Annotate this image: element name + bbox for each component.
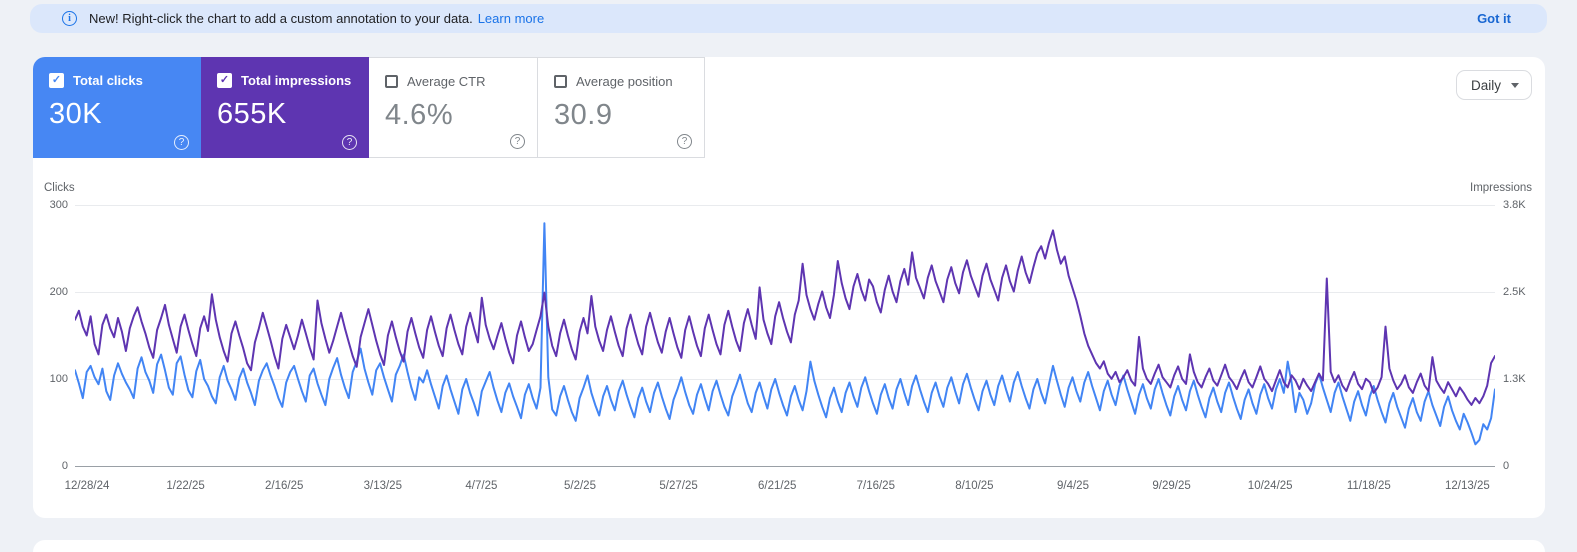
chevron-down-icon <box>1511 82 1519 88</box>
x-tick-label: 9/4/25 <box>1057 480 1089 492</box>
card-total-impressions[interactable]: ✓ Total impressions 655K ? <box>201 57 369 158</box>
average-position-value: 30.9 <box>554 99 613 131</box>
granularity-value: Daily <box>1470 77 1501 93</box>
right-tick-label: 0 <box>1503 460 1510 472</box>
right-tick-label: 2.5K <box>1503 286 1526 298</box>
x-tick-label: 3/13/25 <box>363 480 402 492</box>
card-label: Average CTR <box>407 74 486 89</box>
series-total-impressions <box>75 229 1495 406</box>
total-impressions-value: 655K <box>217 98 287 130</box>
card-average-ctr[interactable]: Average CTR 4.6% ? <box>369 57 537 158</box>
performance-panel: ✓ Total clicks 30K ? ✓ Total impressions… <box>33 57 1545 518</box>
granularity-dropdown[interactable]: Daily <box>1455 70 1532 100</box>
left-tick-label: 300 <box>49 199 68 211</box>
right-axis-title: Impressions <box>1470 182 1532 194</box>
next-panel-edge <box>33 540 1545 552</box>
help-icon[interactable]: ? <box>342 135 357 150</box>
series-total-clicks <box>75 222 1495 446</box>
x-tick-label: 8/10/25 <box>955 480 994 492</box>
card-total-clicks[interactable]: ✓ Total clicks 30K ? <box>33 57 201 158</box>
x-tick-label: 12/13/25 <box>1445 480 1490 492</box>
help-icon[interactable]: ? <box>174 135 189 150</box>
x-tick-label: 5/27/25 <box>659 480 698 492</box>
metric-cards: ✓ Total clicks 30K ? ✓ Total impressions… <box>33 57 705 158</box>
card-label: Total clicks <box>73 73 143 88</box>
left-axis-title: Clicks <box>44 182 75 194</box>
help-icon[interactable]: ? <box>677 134 692 149</box>
x-tick-label: 10/24/25 <box>1247 480 1293 492</box>
x-tick-label: 2/16/25 <box>265 480 304 492</box>
left-tick-label: 200 <box>49 286 68 298</box>
checkbox-checked-icon[interactable]: ✓ <box>49 73 64 88</box>
card-average-position[interactable]: Average position 30.9 ? <box>537 57 705 158</box>
right-tick-label: 3.8K <box>1503 199 1526 211</box>
x-tick-label: 4/7/25 <box>465 480 498 492</box>
card-label: Total impressions <box>241 73 352 88</box>
x-tick-label: 1/22/25 <box>166 480 205 492</box>
right-tick-label: 1.3K <box>1503 373 1526 385</box>
x-tick-label: 11/18/25 <box>1346 480 1391 492</box>
x-tick-label: 7/16/25 <box>856 480 895 492</box>
learn-more-link[interactable]: Learn more <box>477 11 545 26</box>
x-tick-label: 12/28/24 <box>64 480 110 492</box>
annotation-banner: i New! Right-click the chart to add a cu… <box>30 4 1547 33</box>
help-icon[interactable]: ? <box>510 134 525 149</box>
checkbox-unchecked-icon[interactable] <box>385 75 398 88</box>
checkbox-checked-icon[interactable]: ✓ <box>217 73 232 88</box>
card-label: Average position <box>576 74 673 89</box>
got-it-button[interactable]: Got it <box>1477 11 1511 26</box>
total-clicks-value: 30K <box>49 98 103 130</box>
x-tick-label: 9/29/25 <box>1152 480 1191 492</box>
x-tick-label: 5/2/25 <box>564 480 596 492</box>
average-ctr-value: 4.6% <box>385 99 454 131</box>
info-icon: i <box>62 11 77 26</box>
performance-line-chart[interactable] <box>75 205 1495 468</box>
banner-message: New! Right-click the chart to add a cust… <box>89 11 473 26</box>
left-tick-label: 0 <box>61 460 68 472</box>
x-tick-label: 6/21/25 <box>758 480 797 492</box>
checkbox-unchecked-icon[interactable] <box>554 75 567 88</box>
left-tick-label: 100 <box>49 373 68 385</box>
